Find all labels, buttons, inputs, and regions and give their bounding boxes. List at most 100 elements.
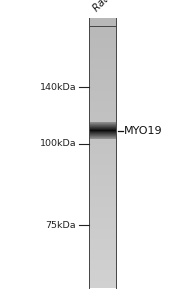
Bar xyxy=(88,68,116,69)
Bar xyxy=(88,113,116,114)
Bar xyxy=(88,106,116,107)
Bar xyxy=(88,126,116,127)
Bar xyxy=(88,266,116,267)
Bar xyxy=(88,192,116,193)
Bar xyxy=(88,112,116,113)
Bar xyxy=(88,145,116,146)
Bar xyxy=(88,20,116,21)
Bar xyxy=(88,246,116,247)
Bar xyxy=(88,219,116,220)
Bar xyxy=(88,146,116,147)
Bar xyxy=(88,248,116,249)
Bar xyxy=(88,135,116,136)
Bar xyxy=(88,78,116,79)
Bar xyxy=(88,264,116,265)
Bar xyxy=(88,244,116,245)
Bar xyxy=(88,228,116,229)
Bar xyxy=(88,255,116,256)
Bar xyxy=(88,141,116,142)
Bar xyxy=(88,102,116,103)
Bar xyxy=(88,242,116,243)
Bar xyxy=(88,37,116,38)
Bar xyxy=(88,21,116,22)
Bar xyxy=(88,211,116,212)
Bar xyxy=(88,236,116,237)
Bar xyxy=(88,287,116,288)
Bar xyxy=(88,279,116,280)
Bar xyxy=(88,251,116,252)
Bar xyxy=(88,169,116,170)
Bar xyxy=(88,243,116,244)
Bar xyxy=(88,258,116,259)
Bar xyxy=(88,65,116,66)
Bar xyxy=(88,108,116,109)
Bar xyxy=(88,237,116,238)
Bar xyxy=(88,96,116,97)
Bar xyxy=(88,156,116,157)
Bar xyxy=(88,204,116,205)
Bar xyxy=(88,31,116,32)
Bar xyxy=(88,57,116,58)
Bar xyxy=(88,133,116,134)
Bar xyxy=(88,269,116,270)
Bar xyxy=(88,53,116,54)
Bar xyxy=(88,139,116,140)
Bar xyxy=(88,162,116,163)
Bar xyxy=(88,270,116,271)
Bar xyxy=(88,135,116,136)
Bar xyxy=(88,201,116,202)
Bar xyxy=(88,281,116,282)
Text: 100kDa: 100kDa xyxy=(40,140,76,148)
Bar xyxy=(88,121,116,122)
Bar xyxy=(88,160,116,161)
Bar xyxy=(88,172,116,173)
Bar xyxy=(88,239,116,240)
Bar xyxy=(88,47,116,48)
Bar xyxy=(88,173,116,174)
Bar xyxy=(88,72,116,73)
Bar xyxy=(88,183,116,184)
Bar xyxy=(88,148,116,149)
Bar xyxy=(88,80,116,81)
Bar xyxy=(88,233,116,234)
Bar xyxy=(88,181,116,182)
Bar xyxy=(88,157,116,158)
Bar xyxy=(88,83,116,84)
Bar xyxy=(88,234,116,235)
Bar xyxy=(88,265,116,266)
Bar xyxy=(88,60,116,61)
Bar xyxy=(88,197,116,198)
Bar xyxy=(88,117,116,118)
Bar xyxy=(88,213,116,214)
Bar xyxy=(88,123,116,124)
Bar xyxy=(88,49,116,50)
Bar xyxy=(88,174,116,175)
Bar xyxy=(88,286,116,287)
Bar xyxy=(88,33,116,34)
Bar xyxy=(88,232,116,233)
Bar xyxy=(88,162,116,163)
Bar xyxy=(88,226,116,227)
Bar xyxy=(88,94,116,95)
Bar xyxy=(88,75,116,76)
Bar xyxy=(88,73,116,74)
Bar xyxy=(88,180,116,181)
Bar xyxy=(88,55,116,56)
Bar xyxy=(88,158,116,159)
Bar xyxy=(88,28,116,29)
Bar xyxy=(88,26,116,27)
Bar xyxy=(88,152,116,153)
Bar xyxy=(88,99,116,100)
Bar xyxy=(88,30,116,31)
Bar xyxy=(88,86,116,87)
Bar xyxy=(88,64,116,65)
Bar xyxy=(88,218,116,219)
Bar xyxy=(88,196,116,197)
Bar xyxy=(88,81,116,82)
Bar xyxy=(88,197,116,198)
Bar xyxy=(88,262,116,263)
Bar xyxy=(88,110,116,111)
Bar xyxy=(88,70,116,71)
Bar xyxy=(88,271,116,272)
Bar xyxy=(88,61,116,62)
